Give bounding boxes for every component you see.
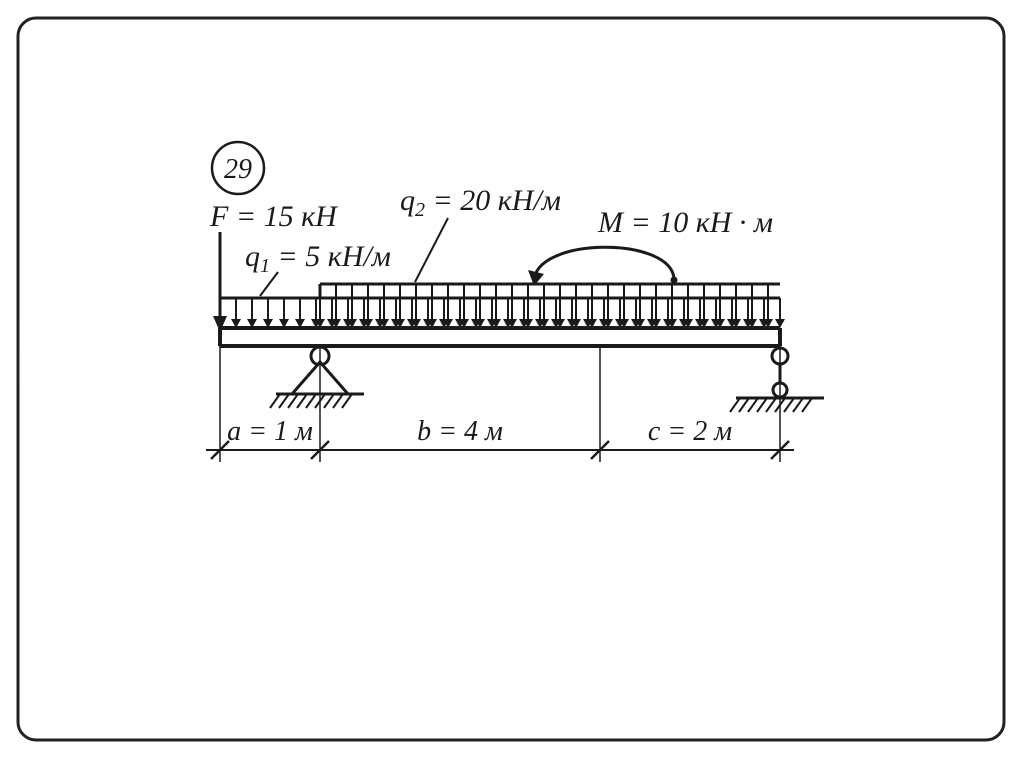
- dim-a-label: a = 1 м: [227, 416, 313, 447]
- q2-distributed-load: [315, 284, 773, 328]
- frame: [18, 18, 1004, 740]
- force-F-label: F = 15 кН: [209, 200, 339, 233]
- beam-diagram: 29 F = 15 кН q2 = 20 кН/м M = 10 кН · м …: [0, 0, 1022, 758]
- dim-c-label: c = 2 м: [648, 416, 732, 447]
- moment-M-label: M = 10 кН · м: [597, 206, 773, 239]
- dim-b-label: b = 4 м: [417, 416, 503, 447]
- problem-number: 29: [224, 154, 252, 185]
